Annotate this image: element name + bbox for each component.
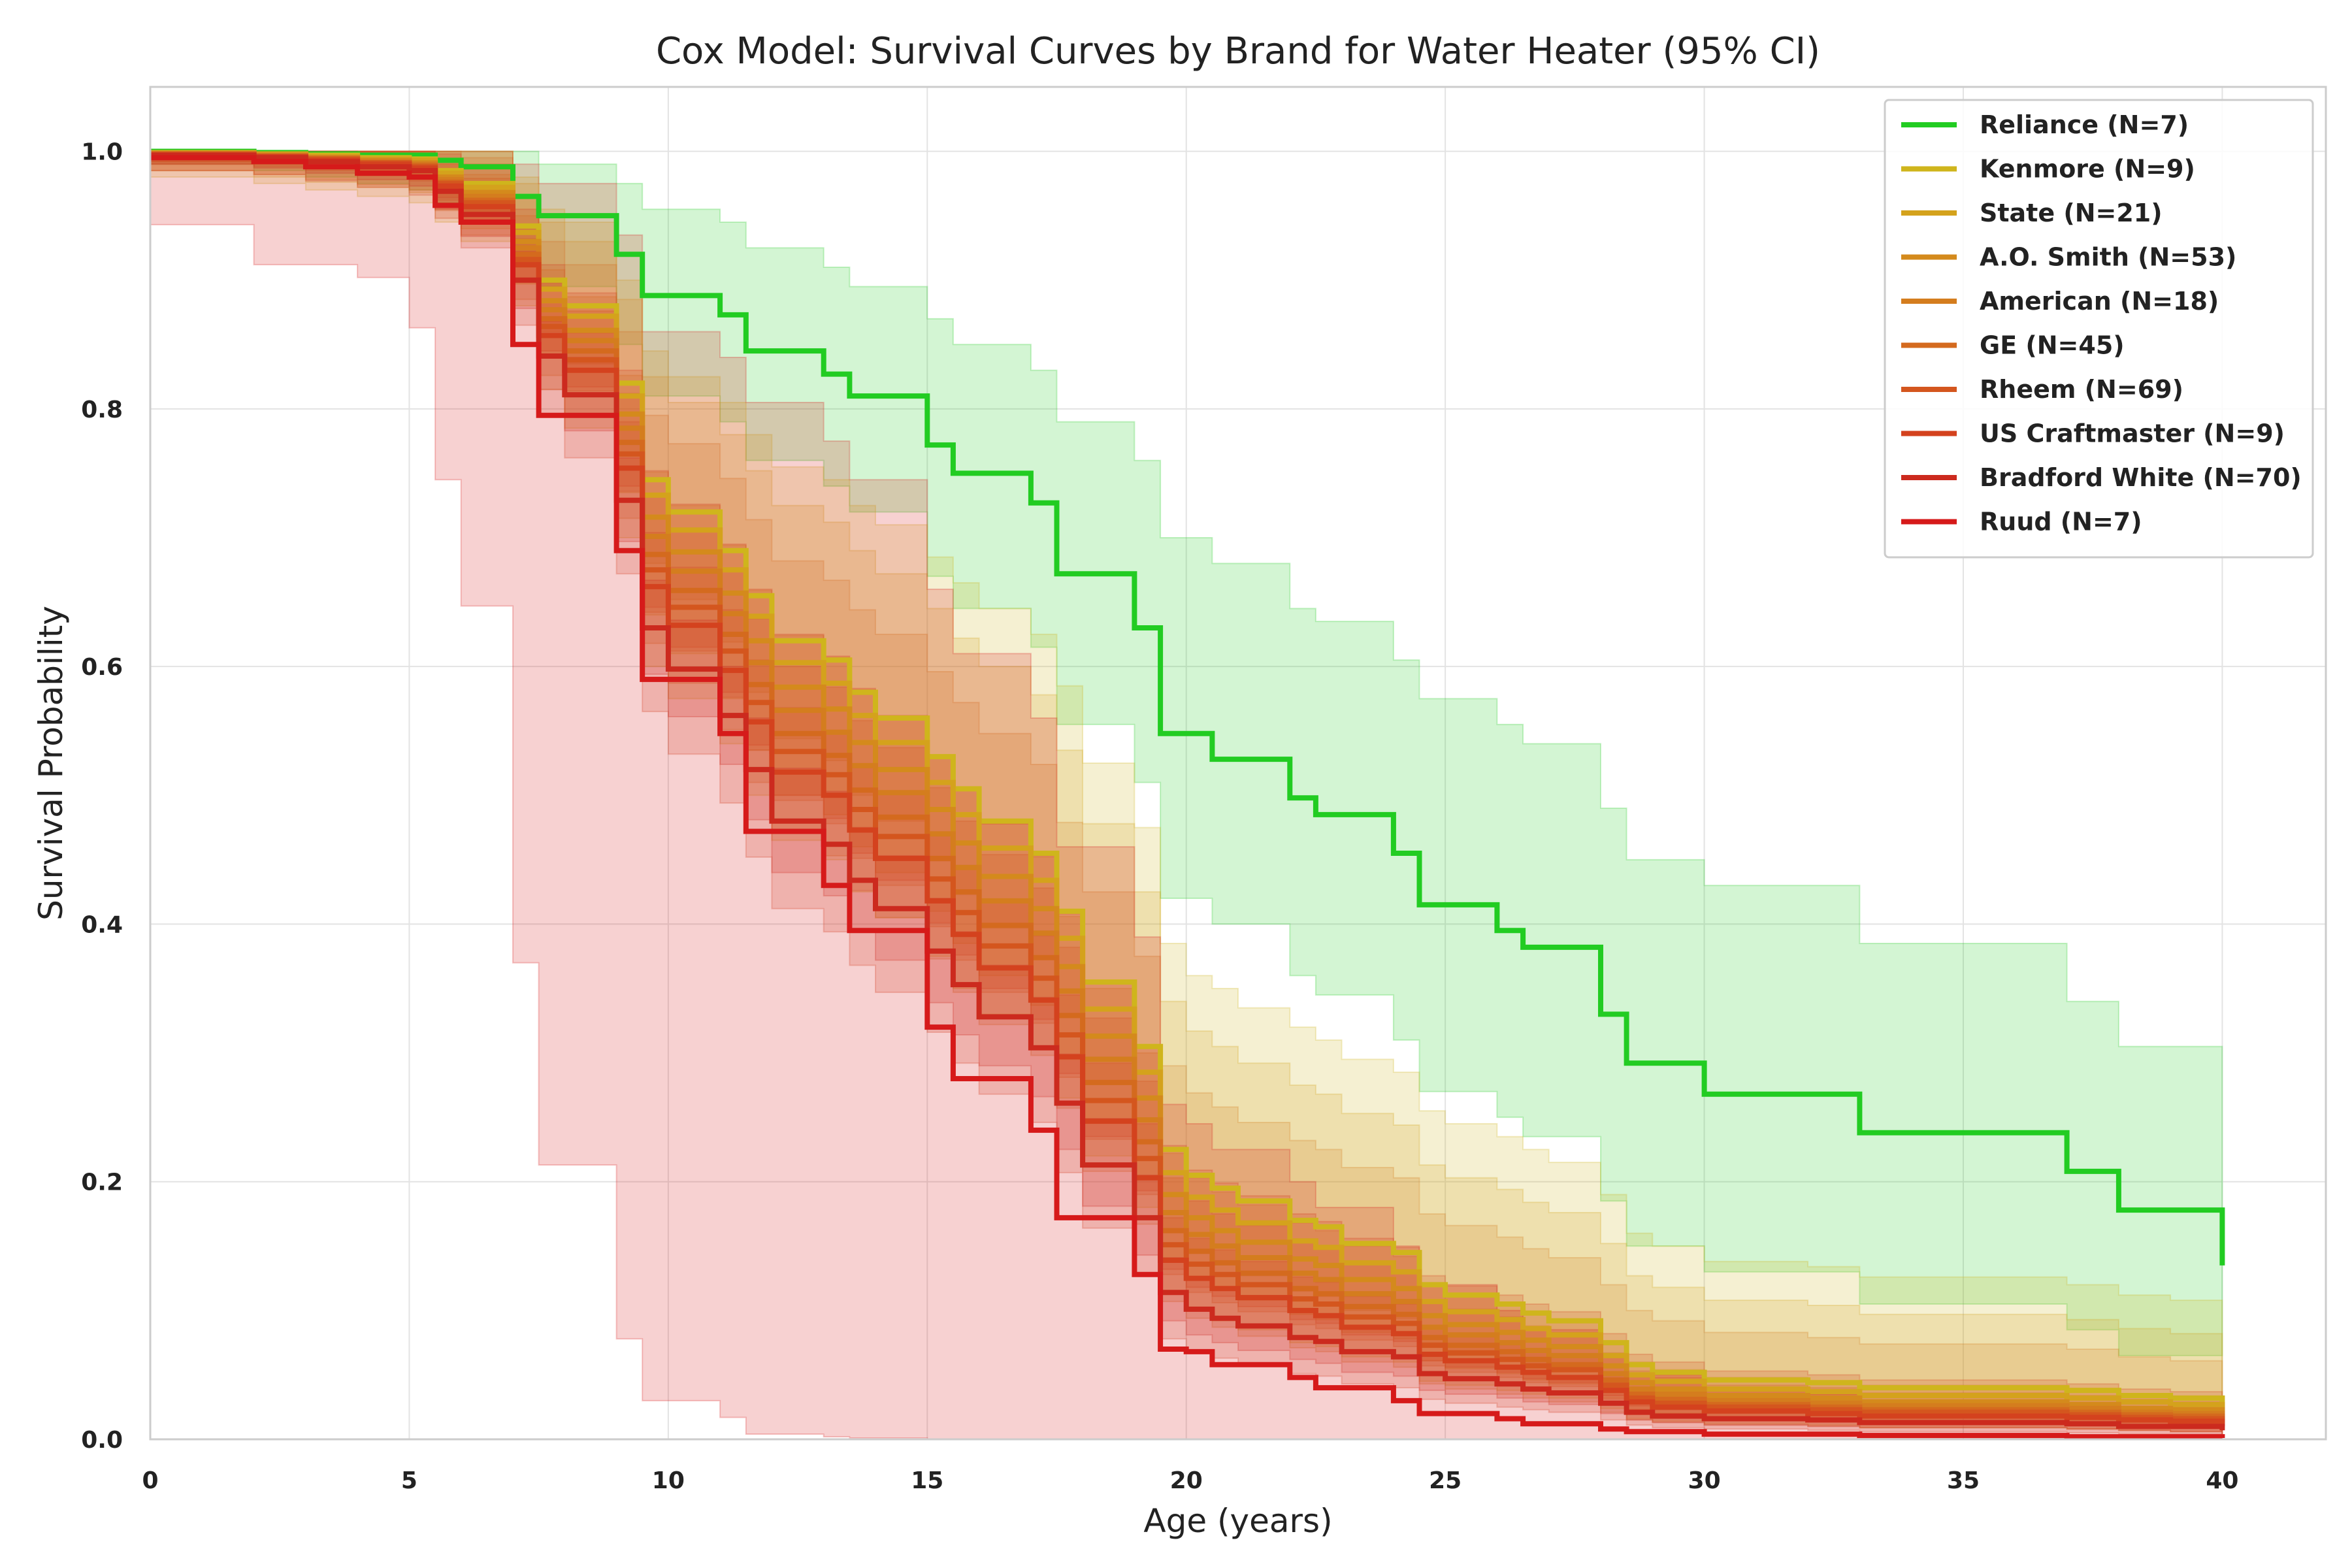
- survival-line-bradford-white-n-70: [150, 152, 2225, 1431]
- y-tick-label: 1.0: [81, 139, 123, 166]
- legend-entry-label: State (N=21): [1980, 199, 2163, 227]
- x-tick-label: 5: [401, 1467, 417, 1494]
- legend-entry-label: Ruud (N=7): [1980, 508, 2142, 536]
- x-tick-label: 30: [1688, 1467, 1721, 1494]
- ci-band-reliance-n-7: [150, 150, 2223, 1356]
- legend-entry-label: Reliance (N=7): [1980, 110, 2189, 139]
- y-axis-label: Survival Probability: [32, 606, 70, 921]
- legend-box: [1884, 99, 2314, 559]
- legend-entry-label: GE (N=45): [1980, 331, 2125, 360]
- y-axis-ticks: 0.0 0.2 0.4 0.6 0.8 1.0: [81, 139, 123, 1454]
- survival-line-reliance-n-7: [150, 148, 2225, 1266]
- legend-entry-label: Rheem (N=69): [1980, 375, 2183, 404]
- x-tick-label: 15: [911, 1467, 943, 1494]
- x-tick-label: 0: [142, 1467, 158, 1494]
- y-tick-label: 0.6: [81, 654, 123, 681]
- x-axis-label: Age (years): [1143, 1502, 1332, 1540]
- x-tick-label: 25: [1429, 1467, 1462, 1494]
- x-tick-label: 35: [1947, 1467, 1980, 1494]
- legend: Reliance (N=7) Kenmore (N=9) State (N=21) A…: [1884, 99, 2314, 559]
- legend-entry-label: US Craftmaster (N=9): [1980, 419, 2285, 448]
- x-tick-label: 40: [2206, 1467, 2238, 1494]
- y-tick-label: 0.2: [81, 1169, 123, 1196]
- legend-entry-label: A.O. Smith (N=53): [1980, 243, 2236, 272]
- legend-entry-label: Kenmore (N=9): [1980, 155, 2195, 184]
- x-tick-label: 10: [652, 1467, 685, 1494]
- survival-lines: [150, 148, 2225, 1440]
- x-axis-ticks: 0 5 10 15 20 25 30 35 40: [142, 1467, 2238, 1494]
- survival-line-ruud-n-7: [150, 155, 2225, 1440]
- legend-entry-label: Bradford White (N=70): [1980, 463, 2302, 492]
- y-tick-label: 0.0: [81, 1427, 123, 1454]
- y-tick-label: 0.8: [81, 397, 123, 423]
- chart-title: Cox Model: Survival Curves by Brand for …: [656, 30, 1820, 73]
- y-tick-label: 0.4: [81, 911, 123, 938]
- plot-frame: [149, 86, 2327, 1441]
- legend-entry-label: American (N=18): [1980, 287, 2219, 316]
- x-tick-label: 20: [1170, 1467, 1203, 1494]
